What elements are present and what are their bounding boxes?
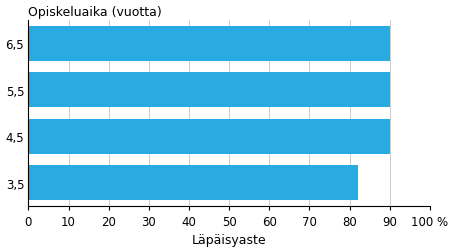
X-axis label: Läpäisyaste: Läpäisyaste — [192, 234, 266, 246]
Bar — [28, 119, 390, 154]
Bar — [28, 27, 390, 61]
Text: Opiskeluaika (vuotta): Opiskeluaika (vuotta) — [28, 6, 162, 18]
Bar — [28, 73, 390, 108]
Bar — [28, 166, 358, 200]
